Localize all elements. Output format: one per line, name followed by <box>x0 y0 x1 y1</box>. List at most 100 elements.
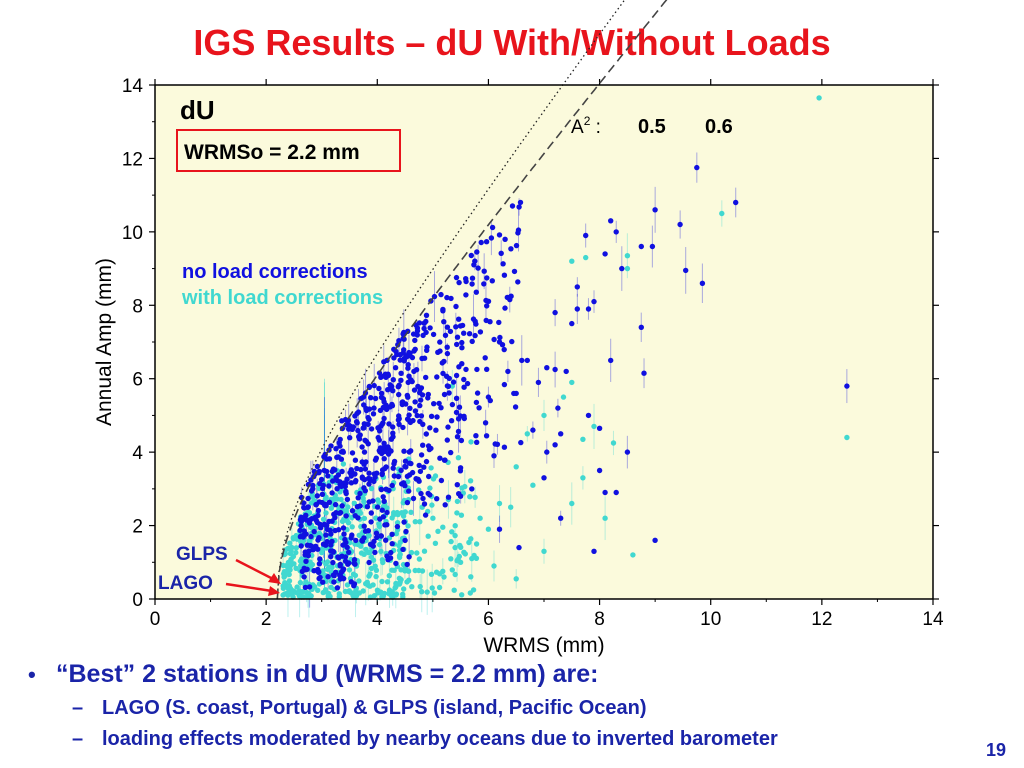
point-no-load <box>341 575 347 582</box>
point-no-load <box>323 503 329 509</box>
bullet-item: • “Best” 2 stations in dU (WRMS = 2.2 mm… <box>28 660 988 689</box>
point-with-load <box>312 584 318 590</box>
point-with-load <box>400 500 406 506</box>
point-with-load <box>452 523 458 529</box>
point-no-load <box>353 537 359 544</box>
point-no-load <box>491 453 497 459</box>
point-no-load <box>337 561 343 568</box>
point-no-load <box>381 373 387 379</box>
point-no-load <box>391 458 398 465</box>
point-with-load <box>449 567 455 573</box>
point-no-load <box>469 338 475 345</box>
point-with-load <box>602 515 608 521</box>
point-with-load <box>344 517 350 523</box>
point-with-load <box>307 593 313 599</box>
point-with-load <box>346 567 353 573</box>
point-with-load <box>816 95 822 101</box>
point-no-load <box>442 502 448 508</box>
point-no-load <box>389 531 395 537</box>
point-no-load <box>417 468 424 475</box>
point-no-load <box>342 536 348 543</box>
point-with-load <box>591 423 597 430</box>
point-no-load <box>649 243 656 250</box>
point-no-load <box>458 437 465 444</box>
point-no-load <box>344 544 350 550</box>
point-with-load <box>405 478 411 485</box>
point-no-load <box>317 480 323 487</box>
point-no-load <box>433 427 439 433</box>
point-with-load <box>401 586 407 592</box>
point-no-load <box>313 502 319 508</box>
point-no-load <box>474 249 480 255</box>
point-no-load <box>409 469 416 476</box>
point-with-load <box>541 412 547 419</box>
point-with-load <box>435 528 441 534</box>
point-no-load <box>325 473 331 479</box>
point-no-load <box>402 463 408 470</box>
point-no-load <box>397 357 403 363</box>
point-no-load <box>384 522 390 528</box>
point-no-load <box>396 421 402 427</box>
point-with-load <box>280 585 287 591</box>
point-with-load <box>298 539 304 545</box>
point-no-load <box>366 470 372 476</box>
point-no-load <box>301 532 307 538</box>
point-no-load <box>423 458 430 465</box>
point-no-load <box>425 490 431 497</box>
point-with-load <box>328 505 334 511</box>
point-with-load <box>459 592 465 598</box>
point-no-load <box>405 365 411 371</box>
point-no-load <box>563 368 569 375</box>
point-no-load <box>434 414 440 420</box>
point-with-load <box>280 592 286 598</box>
point-no-load <box>377 445 384 451</box>
point-no-load <box>453 274 460 281</box>
point-with-load <box>452 544 458 551</box>
point-with-load <box>350 571 357 577</box>
point-with-load <box>394 509 400 516</box>
point-no-load <box>370 498 376 504</box>
point-no-load <box>373 455 379 461</box>
point-no-load <box>473 289 479 295</box>
point-no-load <box>334 486 340 492</box>
point-no-load <box>318 476 325 483</box>
point-no-load <box>455 428 462 435</box>
point-no-load <box>426 473 432 480</box>
point-with-load <box>414 550 420 556</box>
point-with-load <box>297 579 304 586</box>
point-no-load <box>366 559 372 566</box>
point-with-load <box>412 519 418 525</box>
point-no-load <box>385 557 391 563</box>
point-with-load <box>346 588 352 595</box>
point-with-load <box>376 541 383 548</box>
point-with-load <box>451 587 457 593</box>
point-no-load <box>353 477 359 484</box>
point-no-load <box>552 366 558 373</box>
point-no-load <box>440 370 446 377</box>
point-no-load <box>349 426 355 432</box>
point-no-load <box>374 534 380 541</box>
point-no-load <box>355 495 361 501</box>
point-no-load <box>423 431 429 437</box>
x-tick-label: 4 <box>372 609 383 630</box>
point-no-load <box>733 199 739 206</box>
point-no-load <box>481 281 487 287</box>
y-tick-label: 8 <box>132 296 143 317</box>
point-with-load <box>356 578 362 584</box>
point-no-load <box>367 476 373 482</box>
point-no-load <box>518 439 524 446</box>
point-no-load <box>683 267 689 274</box>
point-no-load <box>321 454 327 460</box>
point-with-load <box>424 589 430 595</box>
point-no-load <box>389 482 395 489</box>
point-with-load <box>320 571 326 577</box>
point-no-load <box>558 431 564 437</box>
point-with-load <box>404 579 410 585</box>
point-no-load <box>428 445 434 452</box>
point-with-load <box>466 539 472 546</box>
point-no-load <box>412 399 418 405</box>
point-no-load <box>328 531 334 537</box>
point-no-load <box>524 357 530 364</box>
point-no-load <box>511 268 518 275</box>
point-no-load <box>342 483 348 490</box>
